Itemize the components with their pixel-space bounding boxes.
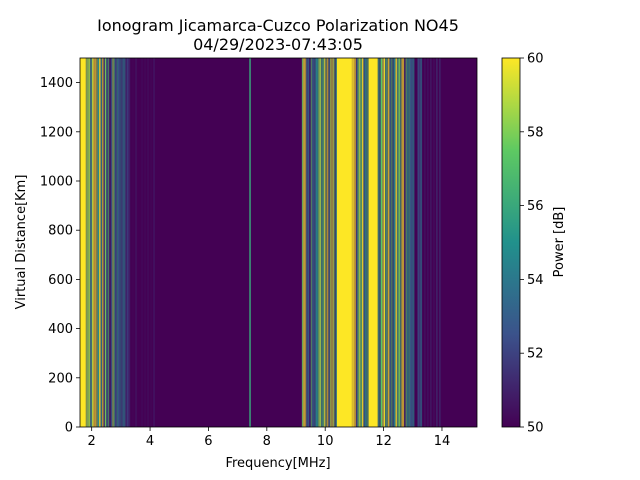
heat-band-5 (129, 58, 155, 427)
heatmap-layer (80, 58, 441, 427)
chart-title: Ionogram Jicamarca-Cuzco Polarization NO… (97, 16, 459, 35)
x-tick-label-2: 6 (204, 434, 212, 449)
x-axis-label: Frequency[MHz] (225, 456, 330, 471)
heat-band-4 (115, 58, 130, 427)
x-tick-label-6: 14 (434, 434, 451, 449)
heat-band-2 (93, 58, 104, 427)
x-axis: 2 4 6 8 10 12 14 (88, 427, 451, 449)
heat-band-14 (386, 58, 405, 427)
heat-band-8 (306, 58, 317, 427)
heat-band-11 (351, 58, 370, 427)
x-tick-label-5: 12 (375, 434, 392, 449)
colorbar-tick-label-4: 58 (527, 125, 544, 140)
heat-band-6 (249, 58, 251, 427)
x-tick-label-1: 4 (146, 434, 154, 449)
y-tick-label-0: 0 (65, 421, 73, 436)
heat-band-7 (301, 58, 307, 427)
heat-band-12 (368, 58, 378, 427)
x-tick-label-4: 10 (317, 434, 334, 449)
heat-band-1 (85, 58, 94, 427)
heat-band-10 (336, 58, 352, 427)
colorbar-tick-label-1: 52 (527, 347, 544, 362)
plot-frame (79, 57, 478, 428)
y-tick-label-3: 600 (48, 273, 73, 288)
colorbar-tick-label-2: 54 (527, 273, 544, 288)
heat-band-13 (377, 58, 387, 427)
colorbar-tick-label-0: 50 (527, 421, 544, 436)
colorbar-tick-label-3: 56 (527, 199, 544, 214)
y-tick-label-2: 400 (48, 322, 73, 337)
y-axis-label: Virtual Distance[Km] (14, 175, 29, 310)
heat-band-9 (316, 58, 338, 427)
y-axis: 0 200 400 600 800 1000 1200 1400 (40, 76, 80, 436)
heat-band-3 (103, 58, 116, 427)
y-tick-label-6: 1200 (40, 125, 73, 140)
y-tick-label-4: 800 (48, 224, 73, 239)
x-tick-label-3: 8 (263, 434, 271, 449)
y-tick-label-1: 200 (48, 371, 73, 386)
colorbar (501, 57, 521, 428)
colorbar-tick-label-5: 60 (527, 52, 544, 67)
heat-band-0 (80, 58, 86, 427)
heat-band-15 (404, 58, 422, 427)
x-tick-label-0: 2 (88, 434, 96, 449)
y-tick-label-5: 1000 (40, 175, 73, 190)
heat-band-16 (421, 58, 441, 427)
colorbar-label: Power [dB] (552, 207, 567, 278)
chart-subtitle: 04/29/2023-07:43:05 (193, 35, 363, 54)
colorbar-axis: 50 52 54 56 58 60 (520, 52, 544, 436)
y-tick-label-7: 1400 (40, 76, 73, 91)
plot-background (80, 58, 477, 427)
